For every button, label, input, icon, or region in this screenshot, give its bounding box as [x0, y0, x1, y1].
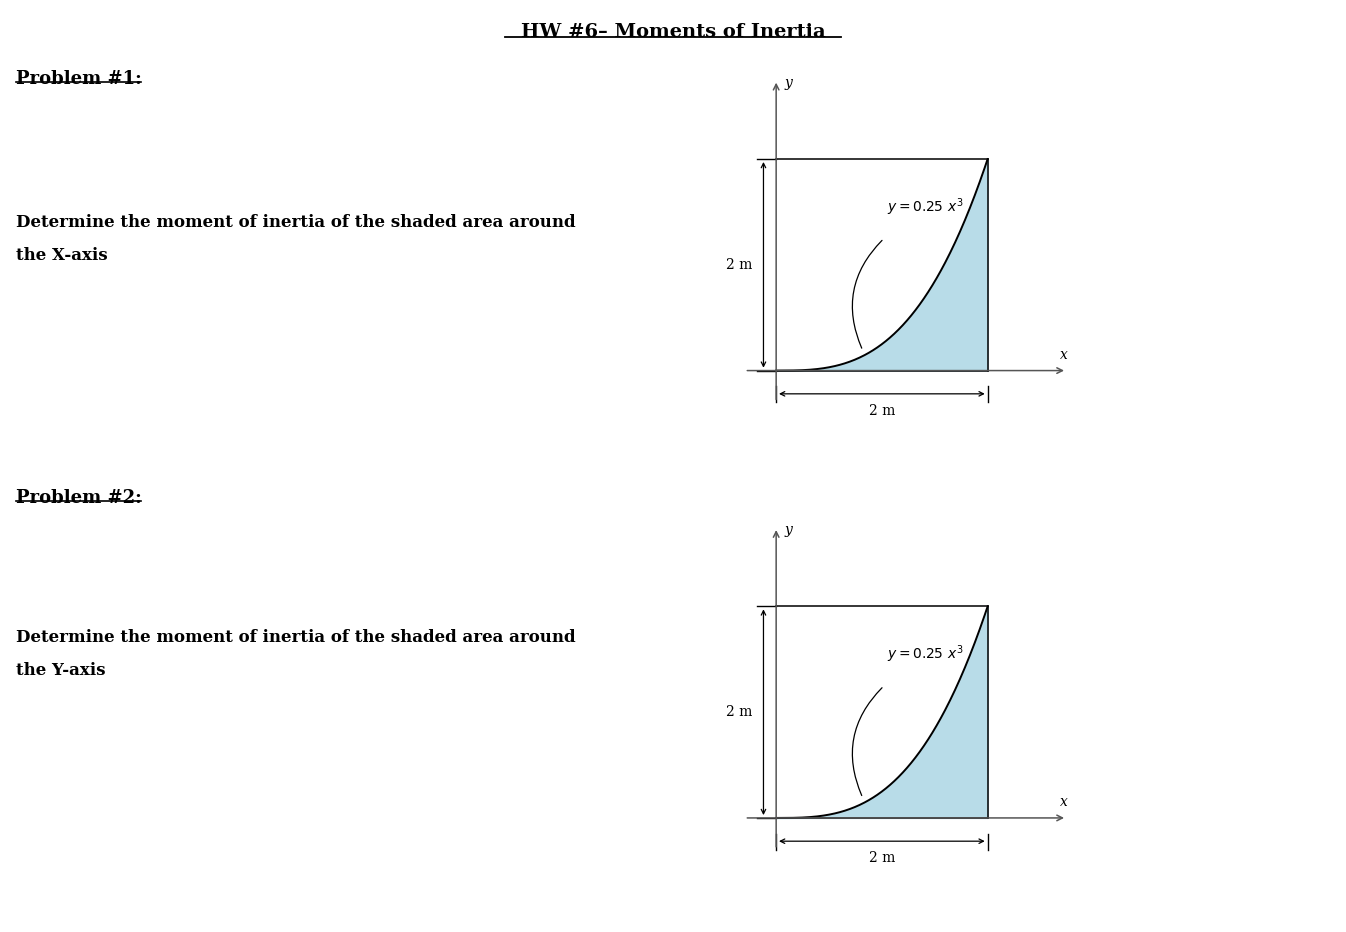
Text: x: x: [1059, 349, 1067, 363]
Text: Determine the moment of inertia of the shaded area around: Determine the moment of inertia of the s…: [16, 214, 576, 231]
Text: y: y: [785, 76, 793, 90]
Text: Determine the moment of inertia of the shaded area around: Determine the moment of inertia of the s…: [16, 629, 576, 646]
Text: HW #6– Moments of Inertia: HW #6– Moments of Inertia: [521, 23, 825, 41]
Text: the X-axis: the X-axis: [16, 247, 108, 264]
Text: Problem #1:: Problem #1:: [16, 70, 141, 88]
Text: $y = 0.25\ x^3$: $y = 0.25\ x^3$: [887, 196, 964, 217]
Text: 2 m: 2 m: [725, 258, 752, 272]
Text: x: x: [1059, 796, 1067, 810]
Text: 2 m: 2 m: [725, 706, 752, 720]
Text: 2 m: 2 m: [868, 851, 895, 865]
Text: the Y-axis: the Y-axis: [16, 662, 105, 678]
Text: 2 m: 2 m: [868, 404, 895, 418]
Text: y: y: [785, 524, 793, 538]
Text: Problem #2:: Problem #2:: [16, 489, 141, 507]
Text: $y = 0.25\ x^3$: $y = 0.25\ x^3$: [887, 643, 964, 665]
